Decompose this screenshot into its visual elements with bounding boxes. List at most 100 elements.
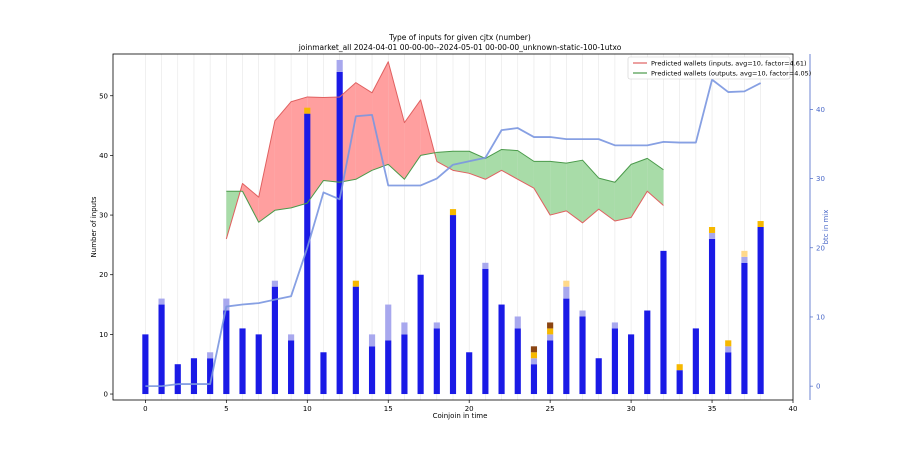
fill-inputs-segment [404, 99, 421, 180]
fill-inputs-segment [291, 96, 308, 208]
x-tick-label: 5 [224, 405, 228, 413]
bar-segment [223, 310, 230, 395]
y2-axis-label: btc in mix [822, 210, 830, 245]
bar-segment [352, 286, 359, 395]
y2-tick-label: 40 [816, 106, 825, 114]
fill-outputs-segment [598, 178, 615, 222]
legend-label-inputs: Predicted wallets (inputs, avg=10, facto… [651, 60, 807, 68]
bar-segment [190, 358, 198, 395]
bar-segment [385, 304, 392, 341]
x-tick-label: 15 [384, 405, 393, 413]
bar-segment [401, 334, 408, 395]
bar-segment [563, 286, 570, 299]
bar-segment [271, 280, 278, 287]
bar-segment [708, 227, 716, 233]
bar-segment [692, 328, 699, 395]
bar-segment [725, 340, 732, 347]
bar-segment [466, 352, 473, 395]
bar-segment [433, 328, 440, 395]
bar-segment [207, 358, 214, 395]
legend: Predicted wallets (inputs, avg=10, facto… [627, 56, 811, 80]
bar-segment [725, 352, 732, 395]
bar-segment [741, 262, 748, 395]
btc-in-mix-line [145, 78, 762, 388]
bar-segment [239, 328, 246, 395]
bar-segment [530, 352, 538, 359]
bar-segment [514, 328, 521, 395]
y-tick-label: 30 [99, 212, 108, 220]
bar-segment [676, 370, 683, 395]
bar-segment [498, 304, 505, 395]
y2-tick-label: 30 [816, 175, 825, 183]
fill-outputs-segment [614, 164, 632, 222]
bar-segment [401, 322, 408, 335]
bar-segment [158, 298, 165, 305]
bar-segment [563, 298, 570, 395]
bar-segment [482, 268, 489, 395]
bar-segment [757, 227, 764, 395]
fill-inputs-segment [388, 61, 405, 180]
x-tick-label: 30 [627, 405, 636, 413]
y-ticks: 0 10 20 30 40 50 [99, 92, 113, 399]
y2-tick-label: 10 [816, 313, 825, 321]
x-tick-label: 0 [143, 405, 147, 413]
bar-segment [158, 304, 165, 395]
bar-segment [741, 256, 748, 263]
bar-segment [660, 250, 667, 395]
bar-segment [579, 310, 586, 317]
fill-outputs-segment [582, 160, 599, 223]
plot-frame [112, 53, 794, 401]
fill-outputs-segment [517, 150, 534, 189]
bar-segment [271, 286, 278, 395]
x-tick-label: 10 [303, 405, 312, 413]
legend-box [627, 56, 791, 80]
bar-segment [207, 352, 214, 359]
fill-outputs-segment [533, 161, 551, 216]
bar-segment [174, 364, 181, 395]
bar-segment [530, 346, 538, 353]
chart-title: Type of inputs for given cjtx (number) [388, 33, 531, 42]
x-tick-label: 25 [546, 405, 555, 413]
fill-inputs-segment [274, 101, 292, 211]
y2-ticks: 0 10 20 30 40 [810, 106, 825, 391]
bar-segment [304, 107, 311, 114]
x-ticks: 0 5 10 15 20 25 30 35 40 [143, 400, 797, 413]
prediction-fills [226, 61, 664, 239]
fill-outputs-segment [485, 149, 502, 180]
bar-segment [288, 334, 295, 341]
bar-segment [611, 322, 618, 329]
x-tick-label: 20 [465, 405, 474, 413]
y2-tick-label: 20 [816, 244, 825, 252]
chart-subtitle: joinmarket_all 2024-04-01 00-00-00--2024… [298, 43, 622, 52]
x-tick-label: 35 [708, 405, 717, 413]
y-tick-label: 50 [99, 92, 108, 100]
bar-segment [628, 334, 635, 395]
fill-inputs-segment [323, 96, 340, 183]
bar-segment [304, 113, 311, 395]
bar-segment [368, 346, 376, 395]
bar-segment [563, 280, 570, 287]
bar-segment [417, 274, 424, 395]
bar-segment [676, 364, 683, 371]
bar-segment [514, 316, 521, 329]
bar-segment [142, 334, 149, 395]
x-tick-label: 40 [789, 405, 798, 413]
bar-segment [482, 262, 489, 269]
fill-outputs-segment [631, 158, 648, 218]
bar-segment [336, 59, 343, 72]
fill-inputs-segment [307, 96, 324, 204]
bars [142, 59, 764, 395]
bar-segment [223, 298, 230, 311]
lines [145, 61, 762, 388]
bar-segment [255, 334, 262, 395]
fill-inputs-segment [242, 183, 259, 223]
bar-segment [547, 328, 554, 335]
bar-segment [385, 340, 392, 395]
bar-segment [530, 358, 538, 365]
fill-inputs-segment [372, 61, 389, 171]
bar-segment [320, 352, 327, 395]
bar-segment [288, 340, 295, 395]
fill-outputs-segment [550, 161, 567, 216]
bar-segment [595, 358, 602, 395]
